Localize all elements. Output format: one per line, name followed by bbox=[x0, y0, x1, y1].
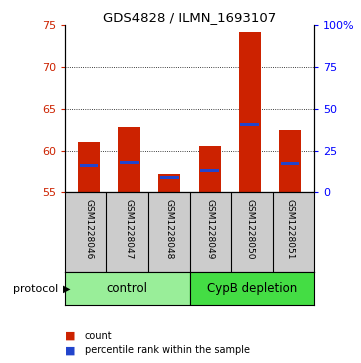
Text: GSM1228046: GSM1228046 bbox=[84, 199, 93, 259]
Bar bbox=[200, 169, 219, 172]
Text: ■: ■ bbox=[65, 345, 75, 355]
Bar bbox=[118, 127, 140, 192]
Bar bbox=[158, 174, 180, 192]
Text: protocol: protocol bbox=[13, 284, 58, 294]
Bar bbox=[65, 272, 190, 305]
Bar bbox=[239, 32, 261, 192]
Text: ▶: ▶ bbox=[63, 284, 71, 294]
Text: CypB depletion: CypB depletion bbox=[206, 282, 297, 295]
Text: GSM1228050: GSM1228050 bbox=[245, 199, 254, 259]
Text: control: control bbox=[107, 282, 148, 295]
Text: ■: ■ bbox=[65, 331, 75, 341]
Text: GSM1228047: GSM1228047 bbox=[125, 199, 134, 259]
Bar bbox=[120, 161, 139, 164]
Bar bbox=[78, 142, 100, 192]
Bar bbox=[80, 164, 99, 167]
Title: GDS4828 / ILMN_1693107: GDS4828 / ILMN_1693107 bbox=[103, 11, 276, 24]
Bar bbox=[160, 176, 179, 179]
Text: percentile rank within the sample: percentile rank within the sample bbox=[85, 345, 250, 355]
Bar bbox=[279, 130, 301, 192]
Bar bbox=[199, 147, 221, 192]
Bar bbox=[240, 123, 259, 126]
Text: GSM1228049: GSM1228049 bbox=[205, 199, 214, 259]
Text: GSM1228051: GSM1228051 bbox=[286, 199, 295, 259]
Text: count: count bbox=[85, 331, 113, 341]
Bar bbox=[280, 162, 299, 165]
Text: GSM1228048: GSM1228048 bbox=[165, 199, 174, 259]
Bar bbox=[190, 272, 314, 305]
